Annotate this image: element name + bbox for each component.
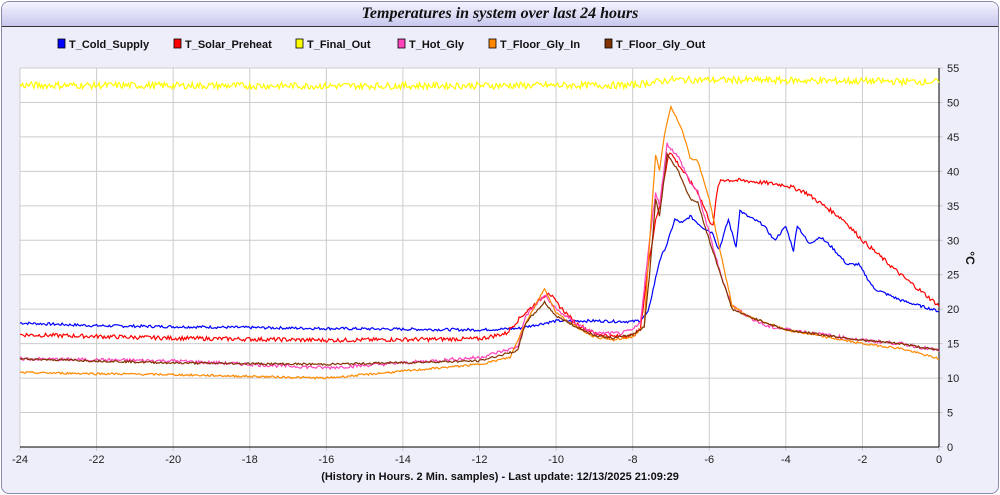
y-tick-label: 20 xyxy=(947,304,959,316)
series-line-t-solar-preheat xyxy=(19,152,940,343)
legend-label: T_Final_Out xyxy=(307,39,371,51)
legend-label: T_Cold_Supply xyxy=(69,39,150,51)
series-line-t-final-out xyxy=(19,74,940,92)
x-tick-label: -2 xyxy=(858,454,868,466)
legend-swatch xyxy=(295,38,304,49)
legend-swatch xyxy=(57,38,66,49)
y-tick-label: 55 xyxy=(947,63,959,75)
x-tick-label: -24 xyxy=(12,454,28,466)
x-tick-label: -16 xyxy=(318,454,334,466)
legend-label: T_Floor_Gly_Out xyxy=(616,39,706,51)
legend-label: T_Floor_Gly_In xyxy=(500,39,580,51)
legend-swatch xyxy=(173,38,182,49)
x-tick-label: -6 xyxy=(704,454,714,466)
series-line-t-cold-supply xyxy=(19,209,940,332)
y-tick-label: 50 xyxy=(947,97,959,109)
y-tick-label: 25 xyxy=(947,270,959,282)
series-line-t-floor-gly-out xyxy=(19,151,940,367)
y-tick-label: 15 xyxy=(947,339,959,351)
x-tick-label: -18 xyxy=(242,454,258,466)
x-axis-label: (History in Hours. 2 Min. samples) - Las… xyxy=(321,471,679,483)
legend-label: T_Solar_Preheat xyxy=(185,39,272,51)
x-tick-label: -4 xyxy=(781,454,791,466)
y-tick-label: 40 xyxy=(947,166,959,178)
y-tick-label: 0 xyxy=(947,442,953,454)
chart-title: Temperatures in system over last 24 hour… xyxy=(2,2,998,27)
x-tick-label: -20 xyxy=(165,454,181,466)
x-tick-label: -10 xyxy=(548,454,564,466)
legend-label: T_Hot_Gly xyxy=(409,39,465,51)
y-tick-label: 5 xyxy=(947,408,953,420)
x-tick-label: 0 xyxy=(936,454,942,466)
y-axis-label: °C xyxy=(963,251,977,265)
legend-swatch xyxy=(604,38,613,49)
y-tick-label: 10 xyxy=(947,373,959,385)
y-tick-label: 35 xyxy=(947,201,959,213)
series-line-t-floor-gly-in xyxy=(19,104,939,380)
y-tick-label: 45 xyxy=(947,132,959,144)
x-tick-label: -12 xyxy=(472,454,488,466)
legend-swatch xyxy=(397,38,406,49)
y-tick-label: 30 xyxy=(947,235,959,247)
x-tick-label: -14 xyxy=(395,454,411,466)
x-tick-label: -22 xyxy=(89,454,105,466)
x-tick-label: -8 xyxy=(628,454,638,466)
legend-swatch xyxy=(488,38,497,49)
